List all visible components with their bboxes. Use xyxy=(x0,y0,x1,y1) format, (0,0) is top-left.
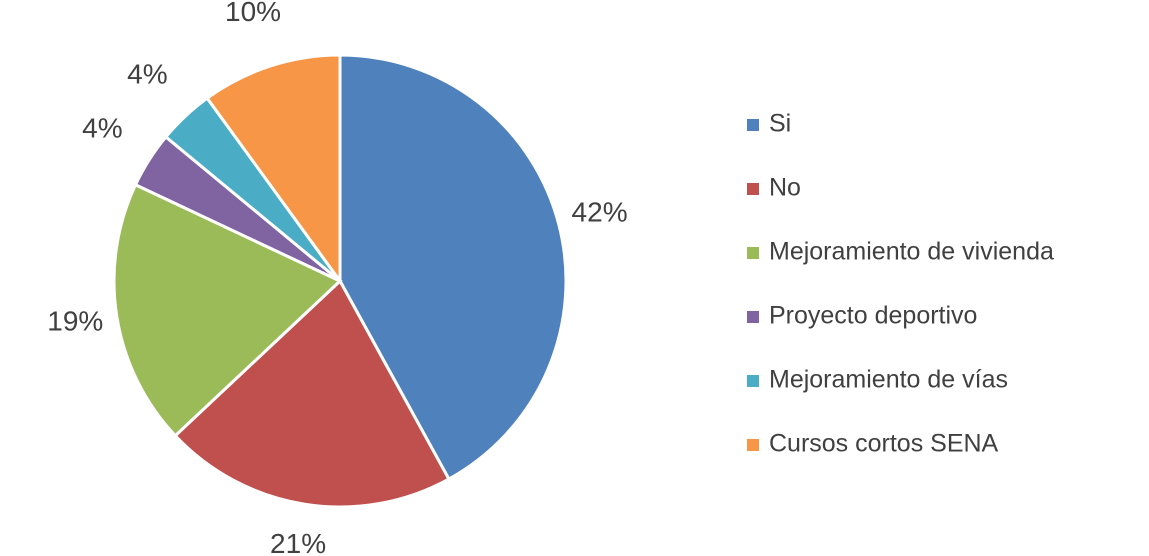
data-label: 19% xyxy=(47,305,103,336)
legend-swatch xyxy=(747,247,759,259)
legend-swatch xyxy=(747,311,759,323)
data-label: 10% xyxy=(225,0,281,27)
legend-label: Mejoramiento de vías xyxy=(769,366,1008,394)
pie-slice xyxy=(205,53,342,286)
data-label: 42% xyxy=(572,197,628,228)
data-label: 4% xyxy=(82,113,122,144)
pie-slice xyxy=(173,278,451,509)
legend-label: Cursos cortos SENA xyxy=(769,430,999,458)
pie-slice xyxy=(338,53,568,482)
data-label: 21% xyxy=(270,528,326,556)
legend-label: Mejoramiento de vivienda xyxy=(769,238,1054,266)
legend-swatch xyxy=(747,439,759,451)
legend-label: Proyecto deportivo xyxy=(769,302,977,330)
legend-label: Si xyxy=(769,110,791,138)
legend-swatch xyxy=(747,375,759,387)
pie-slice xyxy=(112,182,343,438)
legend-swatch xyxy=(747,183,759,195)
legend-label: No xyxy=(769,174,801,202)
data-label: 4% xyxy=(127,58,167,89)
legend-swatch xyxy=(747,119,759,131)
